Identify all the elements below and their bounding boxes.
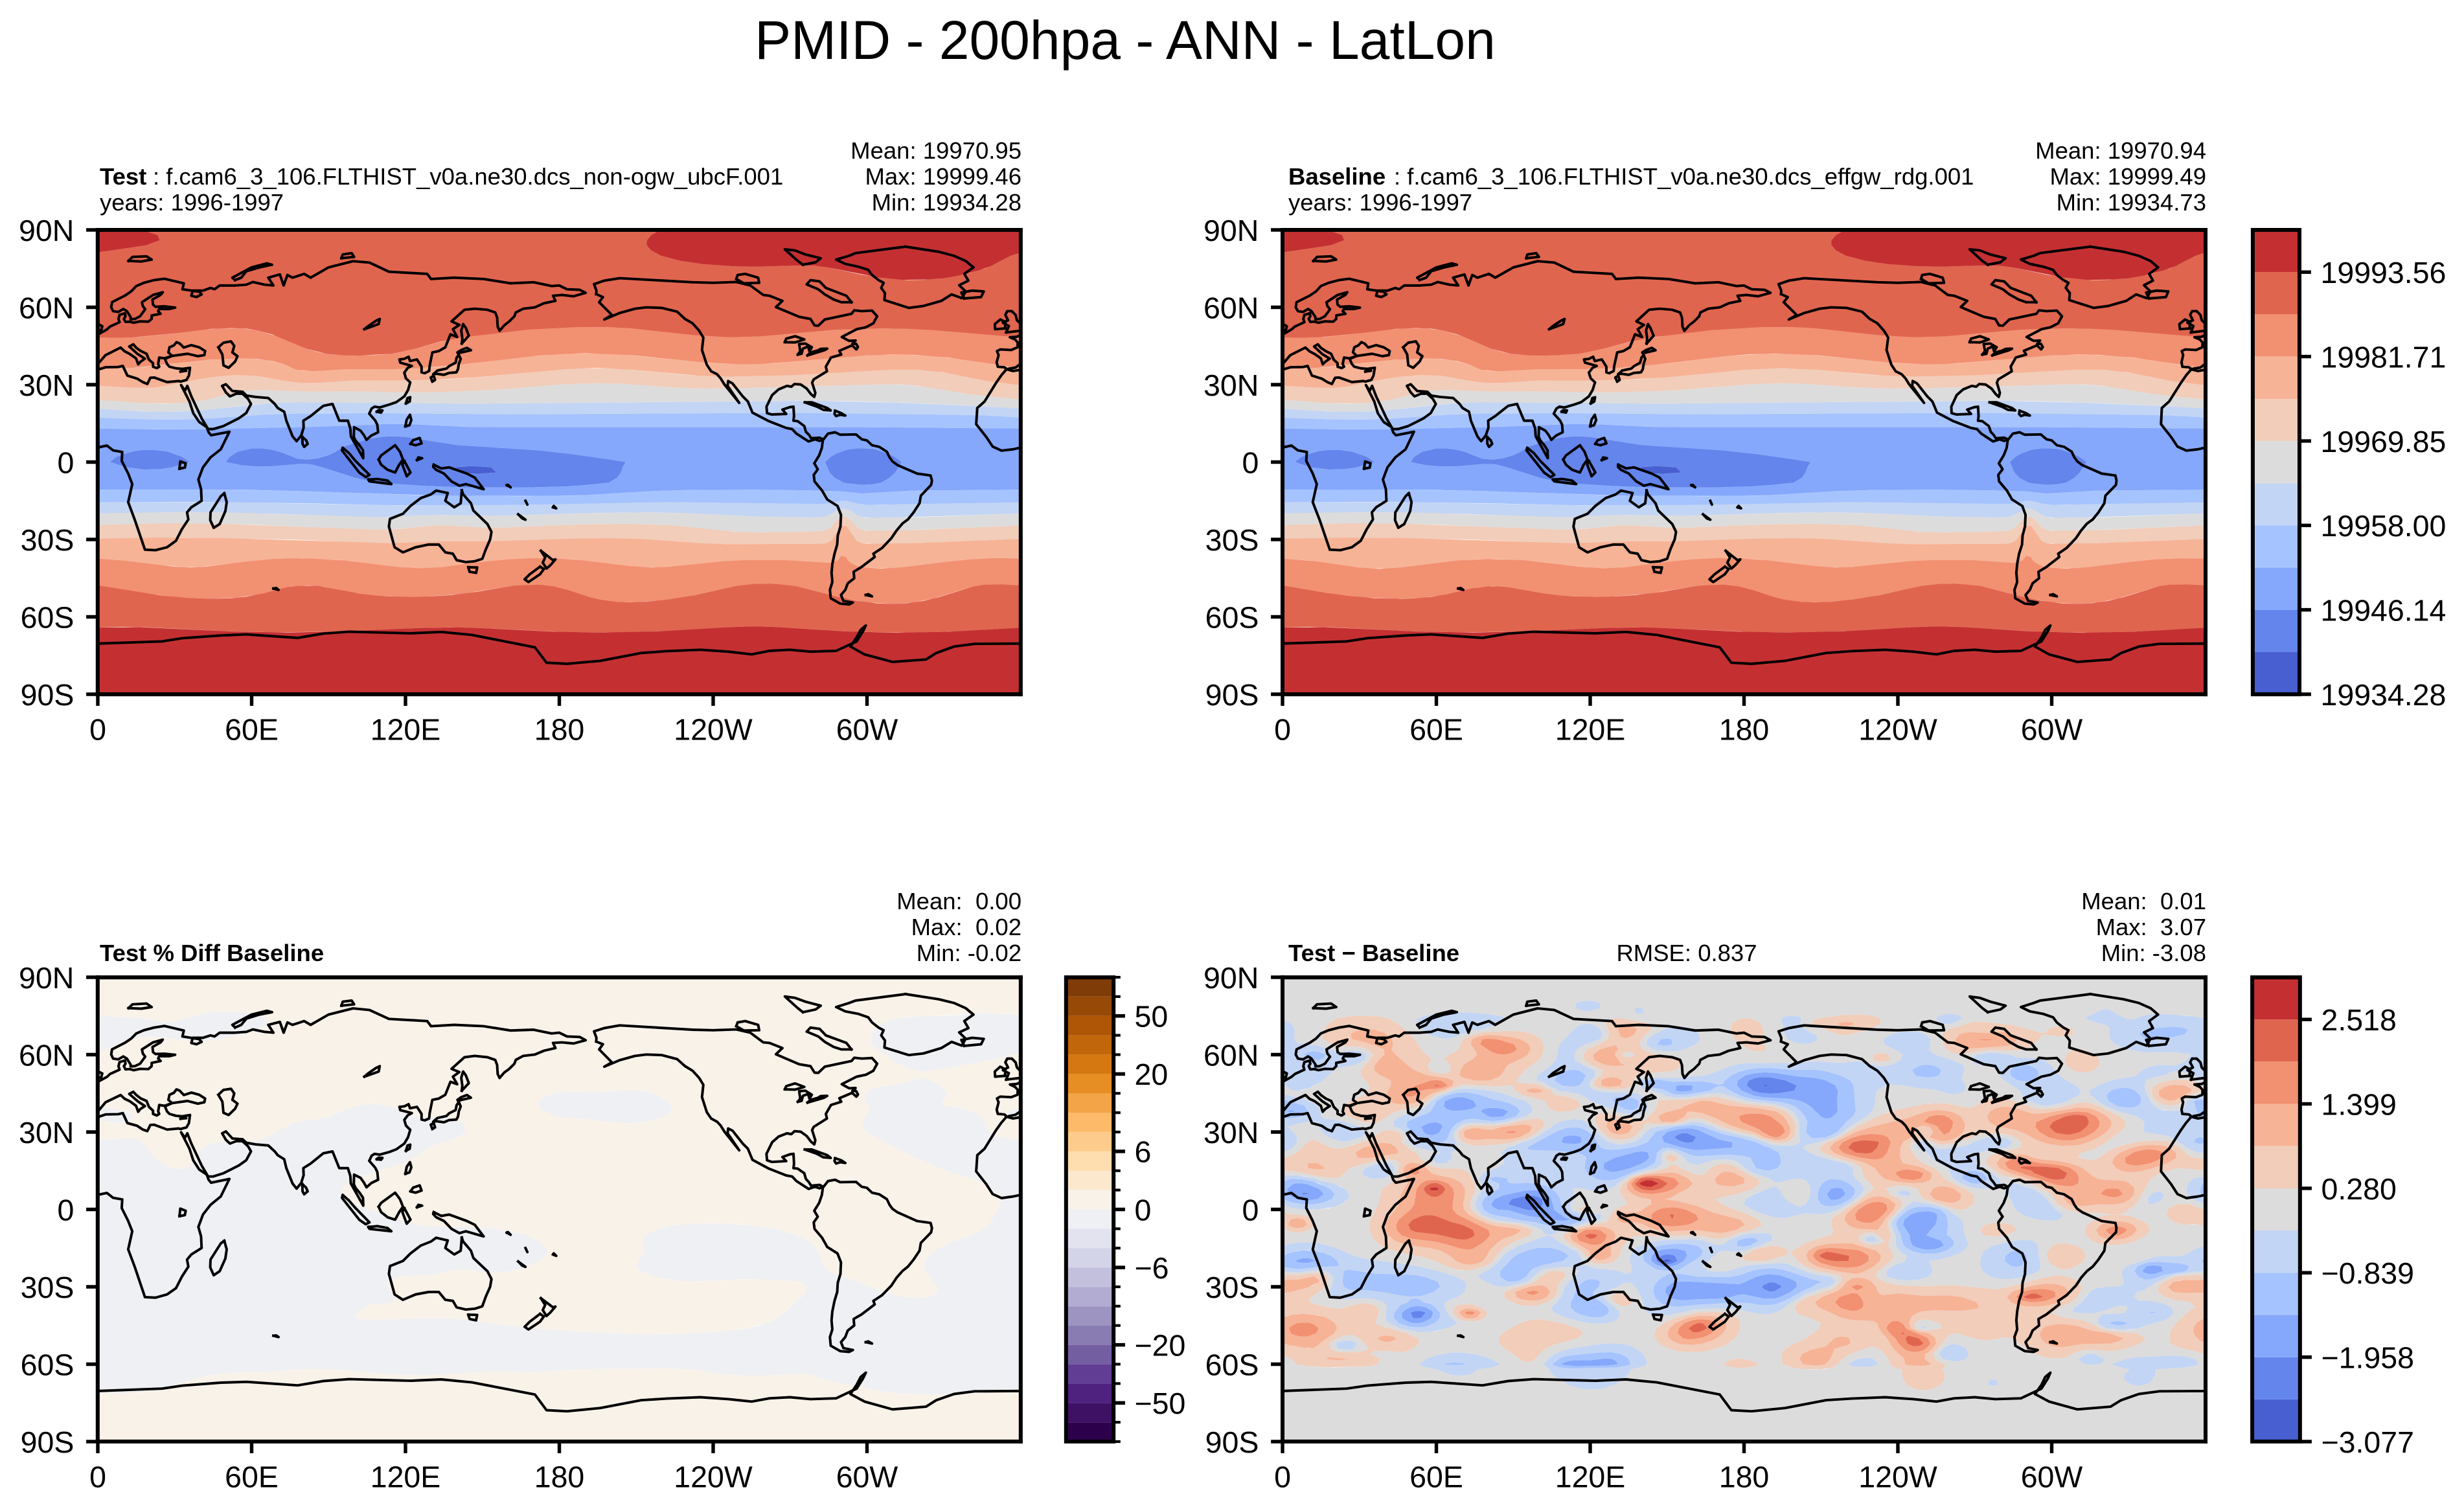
svg-text:120W: 120W	[1858, 712, 1937, 746]
svg-text:90N: 90N	[19, 961, 74, 995]
svg-text:90S: 90S	[1205, 678, 1259, 712]
svg-text:−50: −50	[1134, 1387, 1185, 1420]
svg-text:Mean: 19970.95: Mean: 19970.95	[850, 137, 1021, 164]
svg-text:120W: 120W	[674, 712, 753, 746]
svg-text:30N: 30N	[19, 368, 74, 402]
svg-text:PMID - 200hpa - ANN - LatLon: PMID - 200hpa - ANN - LatLon	[755, 10, 1496, 71]
svg-text:180: 180	[1719, 712, 1770, 746]
svg-text:90N: 90N	[19, 214, 74, 247]
svg-text:0: 0	[1274, 712, 1291, 746]
svg-text:−6: −6	[1134, 1251, 1169, 1285]
svg-text:120W: 120W	[674, 1460, 753, 1493]
svg-text:19981.71: 19981.71	[2320, 340, 2446, 374]
svg-text:years: 1996-1997: years: 1996-1997	[1288, 189, 1472, 216]
svg-text:Test: Test	[100, 163, 146, 190]
svg-text:0: 0	[1242, 1193, 1259, 1227]
svg-text:0: 0	[89, 1460, 106, 1493]
svg-text:Mean: 0.01: Mean: 0.01	[2081, 888, 2206, 914]
svg-text:60E: 60E	[1409, 1460, 1463, 1493]
svg-text:60W: 60W	[836, 712, 898, 746]
svg-text:: f.cam6_3_106.FLTHIST_v0a.ne3: : f.cam6_3_106.FLTHIST_v0a.ne30.dcs_effg…	[1394, 163, 1974, 190]
svg-text:RMSE: 0.837: RMSE: 0.837	[1616, 940, 1757, 966]
svg-text:90N: 90N	[1203, 961, 1259, 995]
svg-text:90N: 90N	[1203, 214, 1259, 247]
svg-text:180: 180	[534, 1460, 585, 1493]
svg-text:60W: 60W	[836, 1460, 898, 1493]
svg-text:Min: 19934.28: Min: 19934.28	[872, 189, 1021, 216]
svg-text:90S: 90S	[1205, 1425, 1259, 1459]
svg-text:: f.cam6_3_106.FLTHIST_v0a.ne3: : f.cam6_3_106.FLTHIST_v0a.ne30.dcs_non-…	[153, 163, 783, 190]
svg-text:0.280: 0.280	[2321, 1172, 2396, 1206]
svg-text:Test % Diff Baseline: Test % Diff Baseline	[100, 940, 324, 966]
svg-text:120E: 120E	[371, 1460, 441, 1493]
svg-text:Max: 3.07: Max: 3.07	[2096, 914, 2206, 940]
svg-text:0: 0	[1242, 446, 1259, 479]
svg-text:90S: 90S	[21, 1425, 74, 1459]
svg-text:0: 0	[1274, 1460, 1291, 1493]
svg-text:30S: 30S	[21, 523, 74, 557]
svg-text:Test − Baseline: Test − Baseline	[1288, 940, 1459, 966]
svg-text:120E: 120E	[1555, 712, 1626, 746]
svg-text:Baseline: Baseline	[1288, 163, 1386, 190]
svg-text:60S: 60S	[21, 600, 74, 634]
svg-text:1.399: 1.399	[2321, 1087, 2396, 1121]
svg-text:−20: −20	[1134, 1328, 1185, 1362]
svg-text:−1.958: −1.958	[2321, 1341, 2413, 1374]
svg-text:120W: 120W	[1858, 1460, 1937, 1493]
svg-text:19969.85: 19969.85	[2320, 425, 2446, 459]
svg-text:−3.077: −3.077	[2321, 1425, 2413, 1459]
svg-text:60N: 60N	[19, 1038, 74, 1072]
svg-text:90S: 90S	[21, 678, 74, 712]
svg-text:60S: 60S	[1205, 600, 1259, 634]
svg-text:Min: -0.02: Min: -0.02	[917, 940, 1021, 966]
svg-text:30N: 30N	[1203, 368, 1259, 402]
svg-text:60E: 60E	[1409, 712, 1463, 746]
svg-text:60N: 60N	[1203, 1038, 1259, 1072]
svg-text:60E: 60E	[225, 1460, 279, 1493]
svg-text:60N: 60N	[1203, 291, 1259, 324]
svg-text:30N: 30N	[19, 1116, 74, 1150]
svg-text:19934.28: 19934.28	[2320, 678, 2446, 712]
svg-text:0: 0	[1134, 1193, 1151, 1227]
svg-text:120E: 120E	[371, 712, 441, 746]
svg-text:60W: 60W	[2021, 1460, 2083, 1493]
svg-text:19946.14: 19946.14	[2320, 593, 2446, 627]
svg-text:19958.00: 19958.00	[2320, 509, 2446, 543]
svg-text:years: 1996-1997: years: 1996-1997	[100, 189, 284, 216]
svg-text:Max: 19999.46: Max: 19999.46	[865, 163, 1021, 190]
svg-text:Mean: 0.00: Mean: 0.00	[896, 888, 1021, 914]
svg-text:6: 6	[1134, 1135, 1151, 1169]
svg-text:−0.839: −0.839	[2321, 1256, 2413, 1290]
svg-text:0: 0	[57, 1193, 74, 1227]
svg-text:60S: 60S	[1205, 1348, 1259, 1381]
svg-text:60S: 60S	[21, 1348, 74, 1381]
svg-text:2.518: 2.518	[2321, 1003, 2396, 1037]
svg-text:Min: 19934.73: Min: 19934.73	[2057, 189, 2206, 216]
svg-text:30S: 30S	[21, 1271, 74, 1304]
svg-text:60E: 60E	[225, 712, 279, 746]
svg-text:Min: -3.08: Min: -3.08	[2101, 940, 2206, 966]
svg-text:Max: 0.02: Max: 0.02	[911, 914, 1021, 940]
svg-text:30N: 30N	[1203, 1116, 1259, 1150]
svg-text:60N: 60N	[19, 291, 74, 324]
svg-text:60W: 60W	[2021, 712, 2083, 746]
svg-text:180: 180	[1719, 1460, 1770, 1493]
svg-text:180: 180	[534, 712, 585, 746]
svg-text:Mean: 19970.94: Mean: 19970.94	[2035, 137, 2206, 164]
svg-text:50: 50	[1134, 1000, 1168, 1034]
svg-text:Max: 19999.49: Max: 19999.49	[2050, 163, 2206, 190]
svg-text:20: 20	[1134, 1058, 1168, 1091]
svg-text:30S: 30S	[1205, 1271, 1259, 1304]
svg-text:0: 0	[57, 446, 74, 479]
svg-text:30S: 30S	[1205, 523, 1259, 557]
svg-text:120E: 120E	[1555, 1460, 1626, 1493]
svg-text:0: 0	[89, 712, 106, 746]
svg-text:19993.56: 19993.56	[2320, 256, 2446, 289]
